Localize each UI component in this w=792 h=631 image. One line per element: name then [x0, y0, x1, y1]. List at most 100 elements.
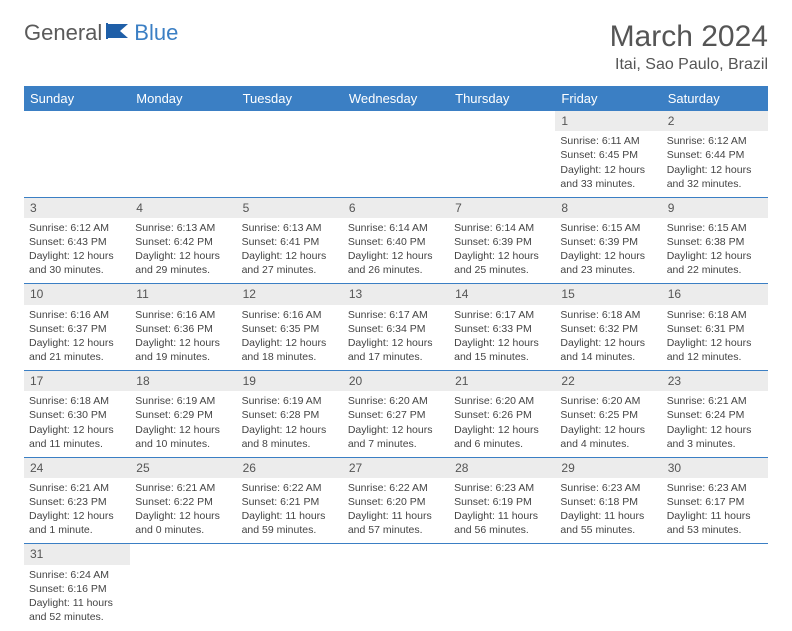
sunset-text: Sunset: 6:24 PM — [667, 408, 763, 422]
day-cell: Sunrise: 6:18 AMSunset: 6:32 PMDaylight:… — [555, 305, 661, 371]
day-cell: Sunrise: 6:23 AMSunset: 6:17 PMDaylight:… — [662, 478, 768, 544]
daylight-text: Daylight: 12 hours — [135, 509, 231, 523]
day-number: 2 — [662, 111, 768, 131]
day-cell — [237, 565, 343, 631]
sunrise-text: Sunrise: 6:17 AM — [454, 308, 550, 322]
sunrise-text: Sunrise: 6:21 AM — [667, 394, 763, 408]
sunrise-text: Sunrise: 6:21 AM — [135, 481, 231, 495]
sunrise-text: Sunrise: 6:16 AM — [242, 308, 338, 322]
sunset-text: Sunset: 6:16 PM — [29, 582, 125, 596]
day-number: 13 — [343, 284, 449, 305]
daylight-text: and 30 minutes. — [29, 263, 125, 277]
daylight-text: Daylight: 11 hours — [667, 509, 763, 523]
daylight-text: and 33 minutes. — [560, 177, 656, 191]
day-number — [555, 544, 661, 565]
day-cell: Sunrise: 6:22 AMSunset: 6:20 PMDaylight:… — [343, 478, 449, 544]
sunset-text: Sunset: 6:22 PM — [135, 495, 231, 509]
sunrise-text: Sunrise: 6:16 AM — [135, 308, 231, 322]
sunrise-text: Sunrise: 6:15 AM — [560, 221, 656, 235]
day-number — [449, 111, 555, 131]
sunrise-text: Sunrise: 6:20 AM — [560, 394, 656, 408]
sunset-text: Sunset: 6:21 PM — [242, 495, 338, 509]
day-cell: Sunrise: 6:15 AMSunset: 6:38 PMDaylight:… — [662, 218, 768, 284]
daylight-text: Daylight: 11 hours — [29, 596, 125, 610]
day-number: 16 — [662, 284, 768, 305]
daylight-text: and 3 minutes. — [667, 437, 763, 451]
day-cell: Sunrise: 6:14 AMSunset: 6:40 PMDaylight:… — [343, 218, 449, 284]
calendar-body: 12Sunrise: 6:11 AMSunset: 6:45 PMDayligh… — [24, 111, 768, 631]
sunrise-text: Sunrise: 6:20 AM — [454, 394, 550, 408]
month-title: March 2024 — [610, 20, 768, 54]
day-detail-row: Sunrise: 6:11 AMSunset: 6:45 PMDaylight:… — [24, 131, 768, 197]
daylight-text: and 56 minutes. — [454, 523, 550, 537]
weekday-header: Wednesday — [343, 86, 449, 111]
daylight-text: Daylight: 11 hours — [454, 509, 550, 523]
sunrise-text: Sunrise: 6:18 AM — [667, 308, 763, 322]
day-number — [449, 544, 555, 565]
day-number: 29 — [555, 457, 661, 478]
sunset-text: Sunset: 6:27 PM — [348, 408, 444, 422]
day-number — [662, 544, 768, 565]
day-number-row: 10111213141516 — [24, 284, 768, 305]
sunrise-text: Sunrise: 6:17 AM — [348, 308, 444, 322]
day-number: 30 — [662, 457, 768, 478]
daylight-text: and 32 minutes. — [667, 177, 763, 191]
daylight-text: and 23 minutes. — [560, 263, 656, 277]
day-number-row: 24252627282930 — [24, 457, 768, 478]
daylight-text: Daylight: 11 hours — [348, 509, 444, 523]
daylight-text: Daylight: 12 hours — [560, 336, 656, 350]
daylight-text: and 27 minutes. — [242, 263, 338, 277]
day-number: 24 — [24, 457, 130, 478]
sunrise-text: Sunrise: 6:15 AM — [667, 221, 763, 235]
sunrise-text: Sunrise: 6:22 AM — [242, 481, 338, 495]
day-cell: Sunrise: 6:20 AMSunset: 6:27 PMDaylight:… — [343, 391, 449, 457]
day-number — [130, 544, 236, 565]
weekday-header-row: SundayMondayTuesdayWednesdayThursdayFrid… — [24, 86, 768, 111]
sunset-text: Sunset: 6:20 PM — [348, 495, 444, 509]
sunrise-text: Sunrise: 6:23 AM — [454, 481, 550, 495]
day-cell: Sunrise: 6:20 AMSunset: 6:26 PMDaylight:… — [449, 391, 555, 457]
sunset-text: Sunset: 6:34 PM — [348, 322, 444, 336]
daylight-text: and 57 minutes. — [348, 523, 444, 537]
daylight-text: Daylight: 12 hours — [135, 336, 231, 350]
day-cell — [449, 565, 555, 631]
daylight-text: Daylight: 12 hours — [348, 423, 444, 437]
daylight-text: and 25 minutes. — [454, 263, 550, 277]
logo-text-general: General — [24, 20, 102, 46]
day-number: 25 — [130, 457, 236, 478]
day-number: 15 — [555, 284, 661, 305]
daylight-text: Daylight: 12 hours — [29, 423, 125, 437]
sunset-text: Sunset: 6:45 PM — [560, 148, 656, 162]
day-number: 10 — [24, 284, 130, 305]
daylight-text: and 10 minutes. — [135, 437, 231, 451]
daylight-text: Daylight: 12 hours — [667, 423, 763, 437]
day-cell: Sunrise: 6:18 AMSunset: 6:30 PMDaylight:… — [24, 391, 130, 457]
daylight-text: and 15 minutes. — [454, 350, 550, 364]
sunrise-text: Sunrise: 6:20 AM — [348, 394, 444, 408]
day-number: 17 — [24, 371, 130, 392]
daylight-text: Daylight: 12 hours — [667, 249, 763, 263]
day-cell: Sunrise: 6:15 AMSunset: 6:39 PMDaylight:… — [555, 218, 661, 284]
sunset-text: Sunset: 6:36 PM — [135, 322, 231, 336]
daylight-text: Daylight: 12 hours — [667, 163, 763, 177]
day-number: 22 — [555, 371, 661, 392]
logo-text-blue: Blue — [134, 20, 178, 46]
day-cell: Sunrise: 6:12 AMSunset: 6:43 PMDaylight:… — [24, 218, 130, 284]
daylight-text: Daylight: 12 hours — [29, 336, 125, 350]
sunset-text: Sunset: 6:41 PM — [242, 235, 338, 249]
day-cell: Sunrise: 6:20 AMSunset: 6:25 PMDaylight:… — [555, 391, 661, 457]
sunset-text: Sunset: 6:44 PM — [667, 148, 763, 162]
day-detail-row: Sunrise: 6:24 AMSunset: 6:16 PMDaylight:… — [24, 565, 768, 631]
day-cell: Sunrise: 6:21 AMSunset: 6:23 PMDaylight:… — [24, 478, 130, 544]
sunrise-text: Sunrise: 6:23 AM — [560, 481, 656, 495]
weekday-header: Sunday — [24, 86, 130, 111]
daylight-text: Daylight: 12 hours — [242, 423, 338, 437]
day-number: 9 — [662, 197, 768, 218]
day-cell — [237, 131, 343, 197]
day-number: 28 — [449, 457, 555, 478]
day-cell: Sunrise: 6:16 AMSunset: 6:37 PMDaylight:… — [24, 305, 130, 371]
sunset-text: Sunset: 6:33 PM — [454, 322, 550, 336]
sunrise-text: Sunrise: 6:12 AM — [667, 134, 763, 148]
daylight-text: and 59 minutes. — [242, 523, 338, 537]
day-number: 21 — [449, 371, 555, 392]
